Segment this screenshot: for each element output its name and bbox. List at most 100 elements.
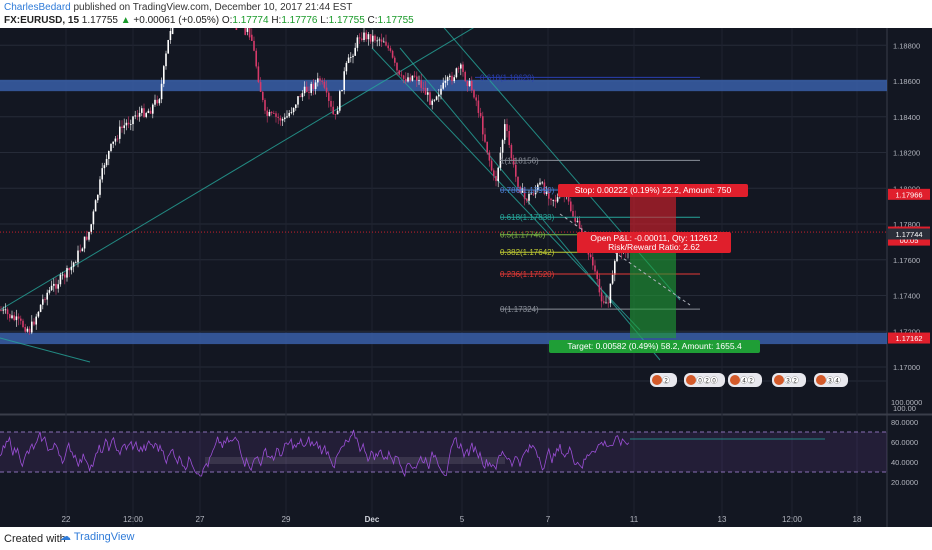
x-tick-label: 29	[282, 515, 291, 524]
candle-body	[515, 164, 517, 177]
change-arrow-icon: ▲	[120, 15, 131, 26]
rsi-band-fill	[0, 432, 887, 472]
candle-body	[482, 116, 484, 135]
x-tick-label: 5	[460, 515, 465, 524]
candle-body	[284, 117, 286, 120]
candle-body	[422, 87, 425, 89]
candle-body	[147, 110, 150, 114]
candle-body	[288, 112, 290, 117]
candle-body	[101, 168, 103, 180]
price-axis-background	[887, 28, 932, 527]
event-count-label: 2	[749, 379, 753, 385]
projection-line[interactable]	[559, 213, 691, 306]
candle-body	[576, 220, 579, 222]
candle-body	[279, 117, 282, 121]
candle-body	[495, 176, 497, 182]
support-zone[interactable]	[0, 332, 887, 345]
candle-body	[165, 53, 167, 67]
event-count-label: 4	[742, 379, 746, 385]
chart-area[interactable]: 1.17000 1.17200 1.17400 1.17600 1.17800 1.180…	[0, 28, 932, 527]
candle-body	[97, 194, 99, 201]
candle-body	[295, 104, 297, 108]
candle-body	[70, 266, 73, 271]
candle-body	[356, 37, 359, 48]
candle-body	[446, 77, 449, 81]
target-label-box[interactable]	[549, 340, 760, 353]
candle-body	[246, 28, 249, 32]
candle-body	[431, 100, 433, 105]
trend-line[interactable]	[399, 47, 661, 361]
candle-body	[33, 321, 35, 325]
candle-body	[471, 80, 473, 91]
candle-body	[290, 112, 293, 113]
candle-body	[257, 66, 260, 83]
candle-body	[64, 274, 66, 278]
candle-body	[28, 328, 31, 333]
candle-body	[429, 92, 431, 105]
price-marker-label: 00:05	[900, 236, 919, 245]
candle-body	[548, 191, 550, 199]
candle-body	[438, 94, 440, 97]
candle-body	[152, 104, 154, 114]
fib-level-label: 1(1.18156)	[500, 156, 539, 165]
candle-body	[462, 64, 464, 72]
candle-body	[255, 50, 257, 67]
candle-body	[48, 290, 51, 293]
trend-line[interactable]	[0, 28, 520, 311]
candle-body	[592, 256, 594, 266]
flag-icon	[730, 375, 740, 385]
candle-body	[37, 311, 40, 317]
candle-body	[244, 28, 246, 35]
price-tick-label: 1.18600	[893, 77, 920, 86]
high-label: H:	[271, 15, 282, 26]
pnl-label-text: Open P&L: -0.00011, Qty: 112612	[590, 233, 718, 243]
x-tick-label: 27	[196, 515, 205, 524]
candle-body	[235, 28, 238, 31]
candle-body	[334, 114, 337, 115]
candle-body	[554, 199, 557, 202]
candle-body	[136, 115, 139, 117]
candle-body	[61, 274, 64, 276]
stop-zone[interactable]	[630, 194, 676, 235]
author-link[interactable]: CharlesBedard	[4, 2, 71, 13]
candle-body	[594, 265, 596, 272]
event-count-dot	[791, 376, 799, 384]
tradingview-brand: TradingView	[73, 531, 135, 543]
candle-body	[534, 189, 537, 195]
candle-body	[127, 122, 130, 125]
candle-body	[451, 75, 453, 82]
x-tick-label: Dec	[365, 515, 380, 524]
created-with-text: Created with	[4, 533, 66, 545]
x-tick-label: 12:00	[782, 515, 803, 524]
candle-body	[398, 70, 400, 75]
candle-body	[358, 37, 361, 39]
candle-body	[372, 35, 374, 42]
candle-body	[369, 34, 372, 42]
candle-body	[361, 38, 363, 41]
candle-body	[380, 39, 383, 42]
x-tick-label: 22	[62, 515, 71, 524]
stop-label-box[interactable]	[558, 184, 748, 197]
candle-body	[121, 126, 123, 128]
candle-body	[24, 327, 26, 332]
candle-body	[363, 32, 365, 41]
trend-line[interactable]	[0, 337, 91, 363]
fib-level-label: 0.786(1.17990)	[500, 186, 555, 195]
tradingview-logo[interactable]: ☁ TradingView	[60, 530, 134, 543]
candle-body	[411, 75, 414, 81]
candle-body	[141, 108, 143, 113]
price-tick-label: 1.18800	[893, 41, 920, 50]
candle-body	[314, 82, 317, 90]
candle-body	[20, 318, 22, 321]
candle-body	[79, 250, 81, 252]
candle-body	[433, 99, 436, 101]
candle-body	[413, 75, 416, 77]
candle-body	[55, 283, 57, 289]
pnl-label-text: Risk/Reward Ratio: 2.62	[608, 242, 700, 252]
pnl-label-box[interactable]	[577, 232, 731, 253]
trend-line[interactable]	[371, 47, 641, 331]
candle-body	[479, 112, 482, 117]
candle-body	[389, 48, 392, 51]
candle-body	[416, 76, 418, 81]
